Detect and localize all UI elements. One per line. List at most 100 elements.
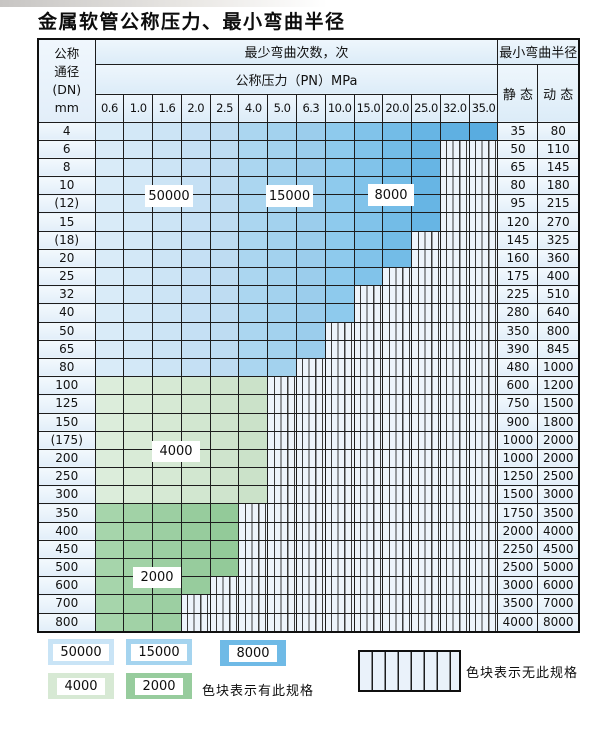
spec-cell [152, 303, 182, 323]
table-row: (175) 1000 2000 [37, 430, 580, 450]
dynamic-radius-cell: 270 [537, 212, 580, 232]
table-row: 50 350 800 [37, 321, 580, 341]
spec-cell [123, 594, 154, 614]
no-spec-cell [180, 594, 211, 614]
static-radius-cell: 390 [497, 339, 539, 359]
no-spec-cell [411, 521, 441, 541]
spec-cell [152, 321, 182, 341]
spec-cell [180, 376, 211, 396]
spec-cell [94, 612, 125, 633]
spec-cell [209, 230, 240, 250]
static-radius-cell: 280 [497, 303, 539, 323]
spec-cell [180, 248, 211, 269]
spec-cell [94, 594, 125, 614]
spec-cell [382, 212, 413, 232]
no-spec-cell [468, 212, 499, 232]
spec-cell [94, 503, 125, 523]
spec-cell [180, 521, 211, 541]
no-spec-cell [468, 503, 499, 523]
dynamic-radius-cell: 4500 [537, 539, 580, 560]
no-spec-cell [353, 357, 384, 378]
static-radius-cell: 35 [497, 121, 539, 141]
static-radius-cell: 175 [497, 266, 539, 287]
static-radius-cell: 1000 [497, 448, 539, 469]
no-spec-cell [267, 448, 297, 469]
dn-cell: 125 [37, 394, 96, 414]
spec-cell [94, 248, 125, 269]
table-row: 600 3000 6000 [37, 576, 580, 596]
spec-cell [94, 157, 125, 178]
spec-cell [180, 539, 211, 560]
no-spec-cell [382, 521, 413, 541]
no-spec-cell [267, 576, 297, 596]
spec-cell [238, 430, 269, 450]
spec-cell [94, 412, 125, 432]
dynamic-radius-cell: 325 [537, 230, 580, 250]
no-spec-cell [353, 467, 384, 487]
spec-cell [123, 303, 154, 323]
spec-cell [123, 539, 154, 560]
no-spec-cell [324, 503, 355, 523]
bend-radius-header: 最小弯曲半径 [497, 38, 580, 65]
spec-cell [152, 121, 182, 141]
spec-cell [238, 194, 269, 214]
no-spec-cell [468, 576, 499, 596]
spec-cell [324, 248, 355, 269]
table-row: 6 50 110 [37, 139, 580, 159]
dynamic-radius-cell: 4000 [537, 521, 580, 541]
pressure-tick: 5.0 [267, 93, 297, 123]
spec-cell [238, 357, 269, 378]
spec-cell [180, 303, 211, 323]
spec-cell [123, 521, 154, 541]
spec-cell [295, 321, 326, 341]
table-row: 125 750 1500 [37, 394, 580, 414]
spec-cell [209, 467, 240, 487]
no-spec-cell [468, 394, 499, 414]
table-row: 4 35 80 [37, 121, 580, 141]
static-radius-cell: 600 [497, 376, 539, 396]
spec-cell [180, 357, 211, 378]
no-spec-cell [411, 503, 441, 523]
spec-cell [180, 576, 211, 596]
no-spec-cell [353, 376, 384, 396]
spec-cell [94, 376, 125, 396]
corner-header: 公称 通径 (DN) mm [37, 38, 96, 123]
spec-cell [238, 376, 269, 396]
pressure-tick: 25.0 [411, 93, 441, 123]
no-spec-cell [382, 376, 413, 396]
spec-cell [180, 285, 211, 305]
no-spec-cell [295, 557, 326, 578]
table-row: 15 120 270 [37, 212, 580, 232]
no-spec-cell [468, 248, 499, 269]
dn-cell: 4 [37, 121, 96, 141]
dn-cell: 25 [37, 266, 96, 287]
no-spec-cell [468, 521, 499, 541]
spec-cell [353, 139, 384, 159]
spec-cell [238, 339, 269, 359]
no-spec-cell [411, 557, 441, 578]
static-radius-cell: 1250 [497, 467, 539, 487]
dynamic-radius-cell: 2500 [537, 467, 580, 487]
spec-cell [94, 467, 125, 487]
pressure-tick: 1.6 [152, 93, 182, 123]
corner-line-1: 公称 [54, 45, 80, 61]
spec-cell [324, 139, 355, 159]
no-spec-cell [267, 521, 297, 541]
table-row: 700 3500 7000 [37, 594, 580, 614]
dn-cell: 500 [37, 557, 96, 578]
spec-cell [238, 303, 269, 323]
static-radius-cell: 160 [497, 248, 539, 269]
spec-cell [123, 467, 154, 487]
spec-cell [209, 285, 240, 305]
no-spec-cell [238, 539, 269, 560]
static-radius-cell: 2250 [497, 539, 539, 560]
spec-cell [152, 285, 182, 305]
legend-swatch-label: 8000 [229, 644, 277, 662]
no-spec-cell [353, 412, 384, 432]
no-spec-cell [439, 376, 470, 396]
dn-cell: 20 [37, 248, 96, 269]
no-spec-cell [353, 430, 384, 450]
no-spec-cell [468, 266, 499, 287]
spec-cell [209, 266, 240, 287]
no-spec-cell [295, 412, 326, 432]
